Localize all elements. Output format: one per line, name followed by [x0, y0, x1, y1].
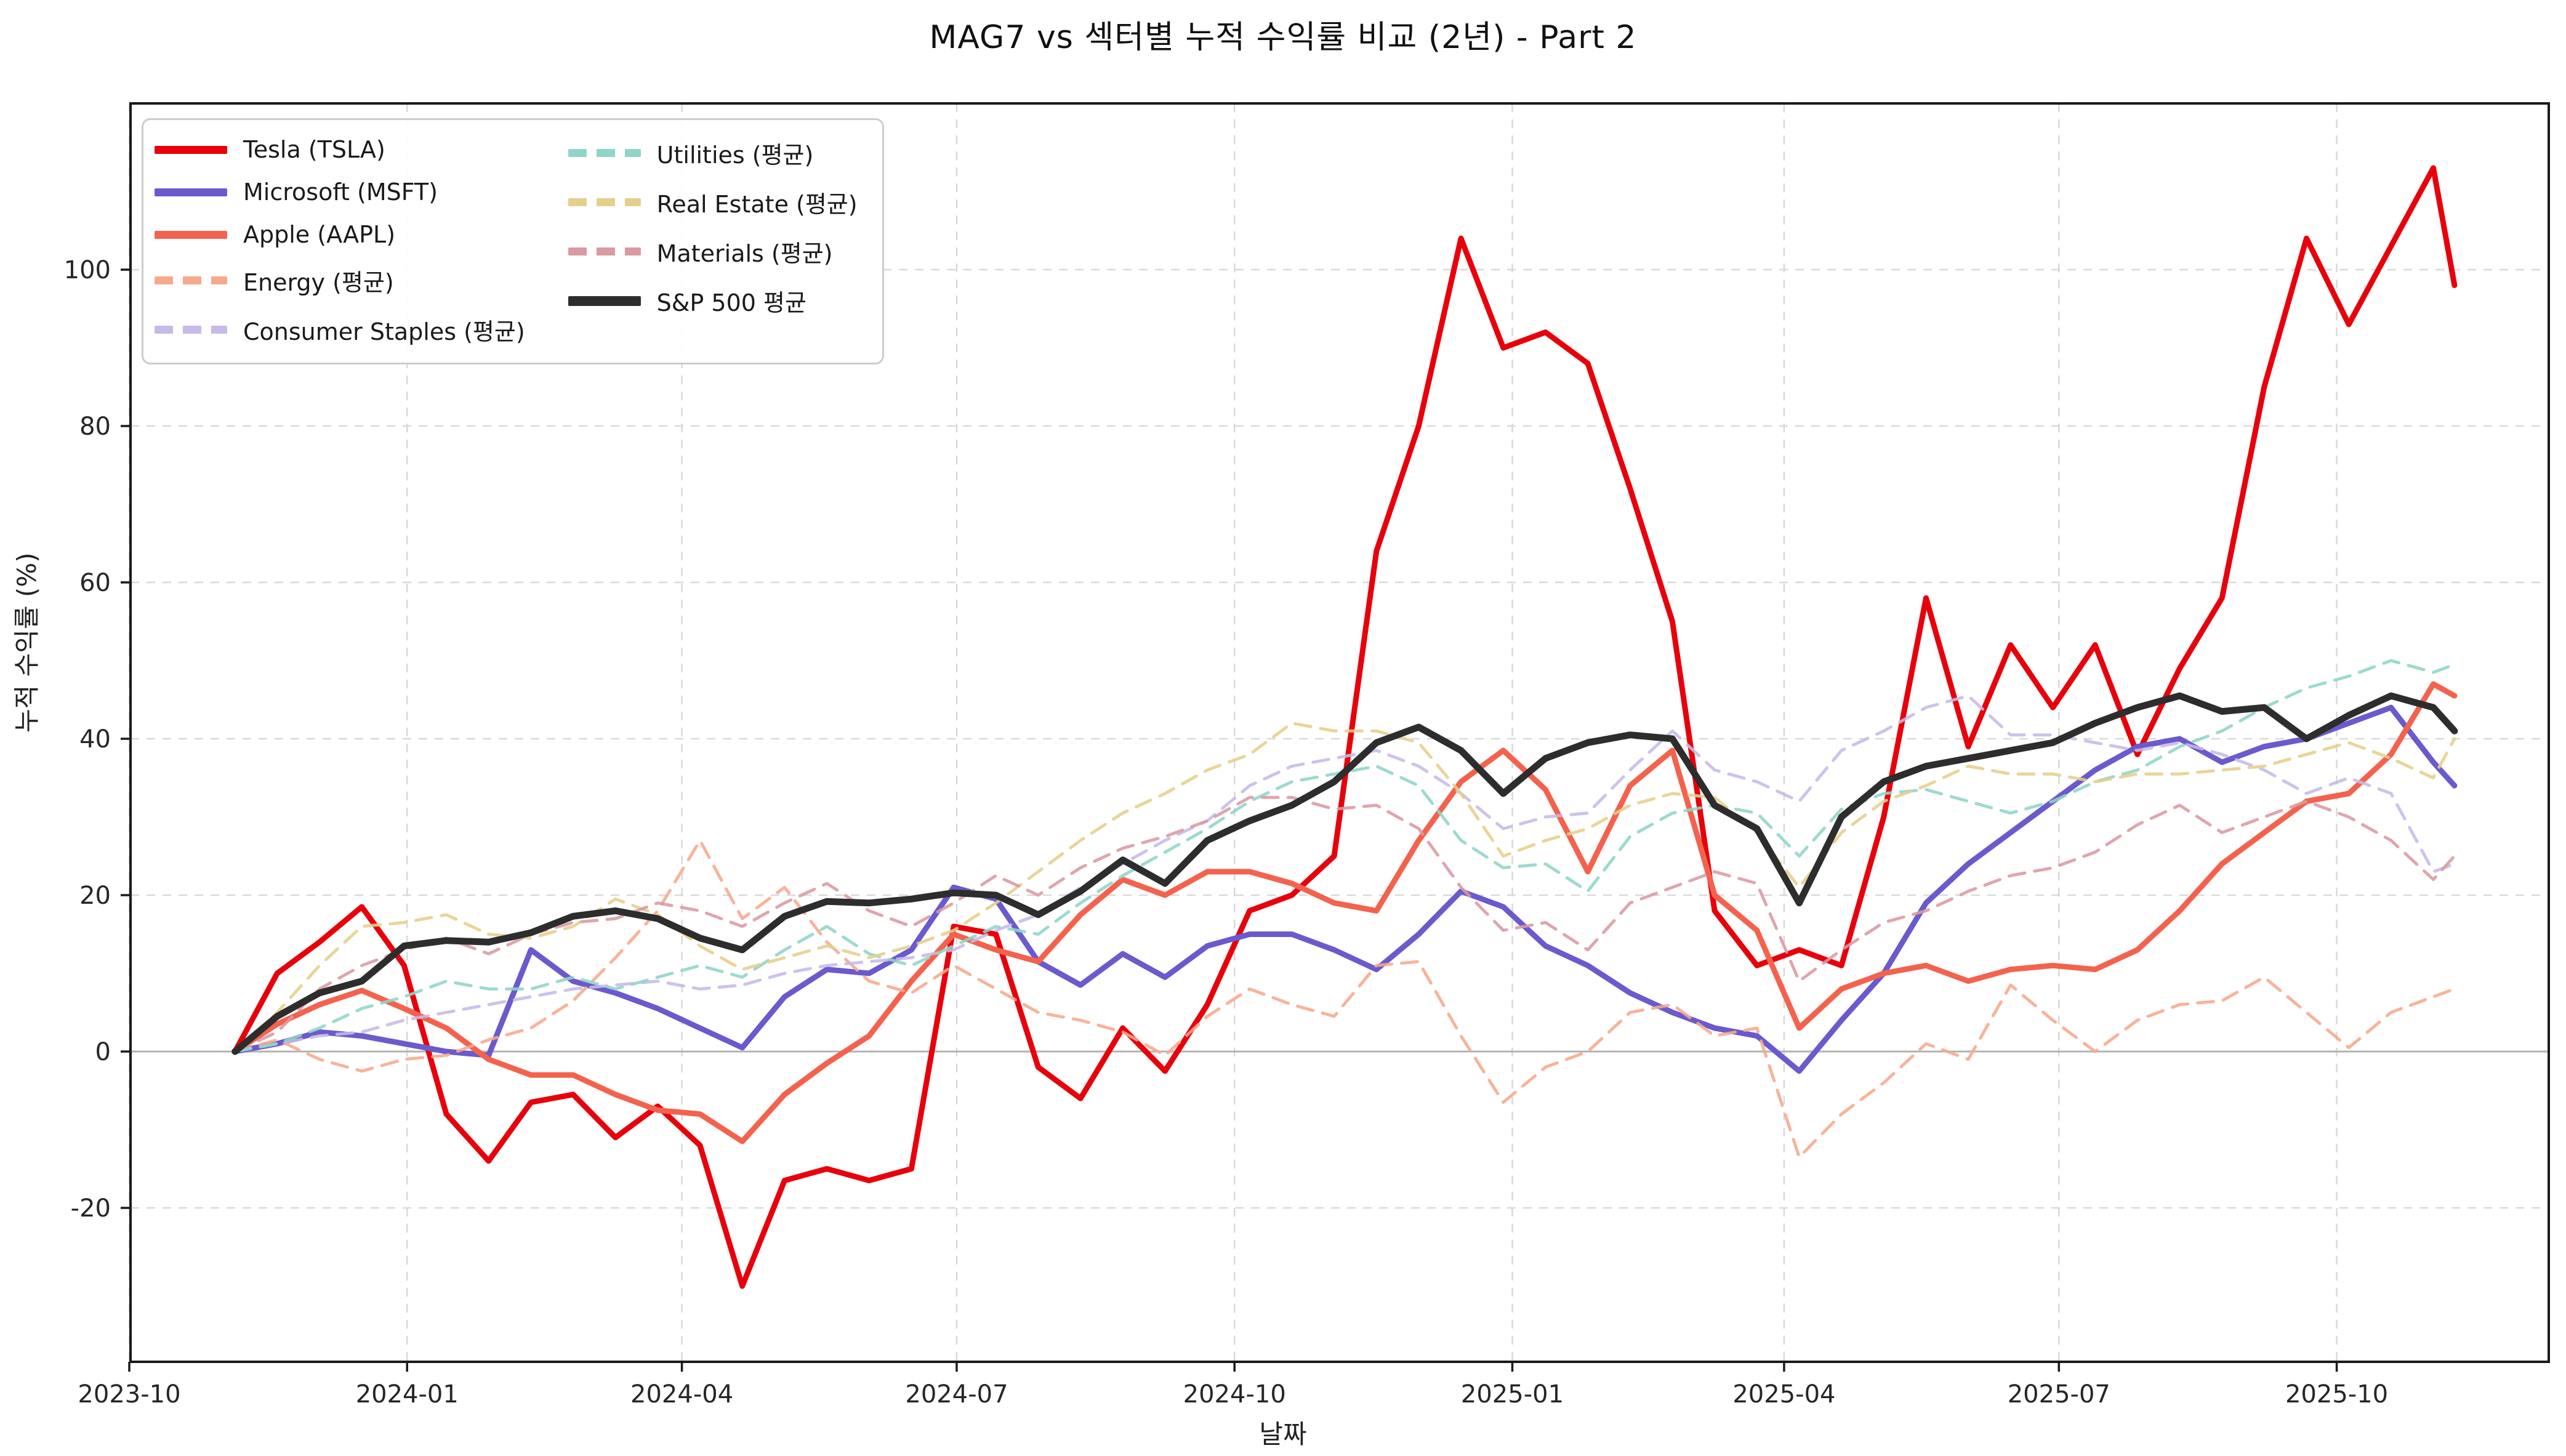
series-line-0 [232, 165, 2458, 1289]
legend-label-sp500: S&P 500 평균 [656, 289, 806, 316]
y-axis-label: 누적 수익률 (%) [12, 552, 42, 733]
y-tick-label: 40 [79, 725, 111, 754]
plot-frame [129, 102, 2550, 1363]
legend-item-tesla: Tesla (TSLA) [155, 136, 525, 163]
consumer-staples-line-swatch [155, 326, 227, 334]
materials-line-swatch [568, 247, 641, 255]
utilities-line-swatch [568, 149, 641, 157]
y-tick-label: 20 [79, 882, 111, 910]
legend-item-energy: Energy (평균) [155, 263, 525, 297]
legend-label-materials: Materials (평균) [656, 240, 833, 267]
axis-ticks-layer: 2023-10 2024-01 2024-04 2024-07 2024-10 2025-… [64, 256, 2388, 1409]
y-tick-label: 0 [95, 1038, 111, 1066]
series-line-8 [231, 692, 2458, 1055]
legend-label-energy: Energy (평균) [243, 269, 394, 296]
series-line-4 [233, 694, 2456, 1053]
energy-line-swatch [155, 276, 227, 284]
legend-item-microsoft: Microsoft (MSFT) [155, 179, 525, 206]
x-tick-label: 2025-10 [2285, 1380, 2388, 1409]
series-line-2 [232, 681, 2458, 1144]
series-line-7 [233, 795, 2456, 1053]
legend-item-materials: Materials (평균) [568, 235, 858, 268]
tesla-line-swatch [155, 145, 227, 154]
legend-column-1: Tesla (TSLA) Microsoft (MSFT) Apple (AAP… [155, 136, 525, 347]
series-line-3 [233, 839, 2456, 1159]
legend-item-consumer-staples: Consumer Staples (평균) [155, 313, 525, 347]
x-tick-label: 2024-07 [905, 1380, 1008, 1409]
legend-label-microsoft: Microsoft (MSFT) [243, 179, 438, 206]
x-tick-label: 2025-01 [1461, 1380, 1564, 1409]
sp500-line-swatch [568, 296, 641, 306]
chart-title: MAG7 vs 섹터별 누적 수익률 비교 (2년) - Part 2 [929, 19, 1637, 56]
y-tick-label: 80 [79, 412, 111, 441]
legend-label-real-estate: Real Estate (평균) [656, 191, 858, 218]
x-tick-label: 2024-01 [356, 1380, 459, 1409]
legend-label-utilities: Utilities (평균) [656, 142, 814, 169]
y-tick-label: -20 [71, 1194, 111, 1223]
legend-item-apple: Apple (AAPL) [155, 221, 525, 248]
x-axis-label: 날짜 [1259, 1419, 1307, 1449]
legend-item-sp500: S&P 500 평균 [568, 284, 858, 318]
legend-item-real-estate: Real Estate (평균) [568, 185, 858, 219]
legend-label-consumer-staples: Consumer Staples (평균) [243, 318, 525, 345]
x-tick-label: 2025-04 [1732, 1380, 1835, 1409]
y-tick-label: 100 [64, 256, 111, 284]
microsoft-line-swatch [155, 188, 227, 196]
x-tick-label: 2024-04 [630, 1380, 733, 1409]
legend-item-utilities: Utilities (평균) [568, 136, 858, 170]
series-line-6 [233, 722, 2456, 1053]
series-line-1 [232, 704, 2458, 1074]
x-tick-label: 2023-10 [78, 1380, 180, 1409]
legend: Tesla (TSLA) Microsoft (MSFT) Apple (AAP… [142, 118, 884, 364]
x-tick-label: 2024-10 [1183, 1380, 1286, 1409]
x-tick-label: 2025-07 [2008, 1380, 2110, 1409]
legend-label-apple: Apple (AAPL) [243, 221, 396, 248]
legend-label-tesla: Tesla (TSLA) [243, 136, 385, 163]
y-tick-label: 60 [79, 569, 111, 597]
series-layer [231, 165, 2458, 1289]
legend-column-2: Utilities (평균) Real Estate (평균) Material… [568, 136, 858, 347]
apple-line-swatch [155, 230, 227, 239]
real-estate-line-swatch [568, 198, 641, 206]
